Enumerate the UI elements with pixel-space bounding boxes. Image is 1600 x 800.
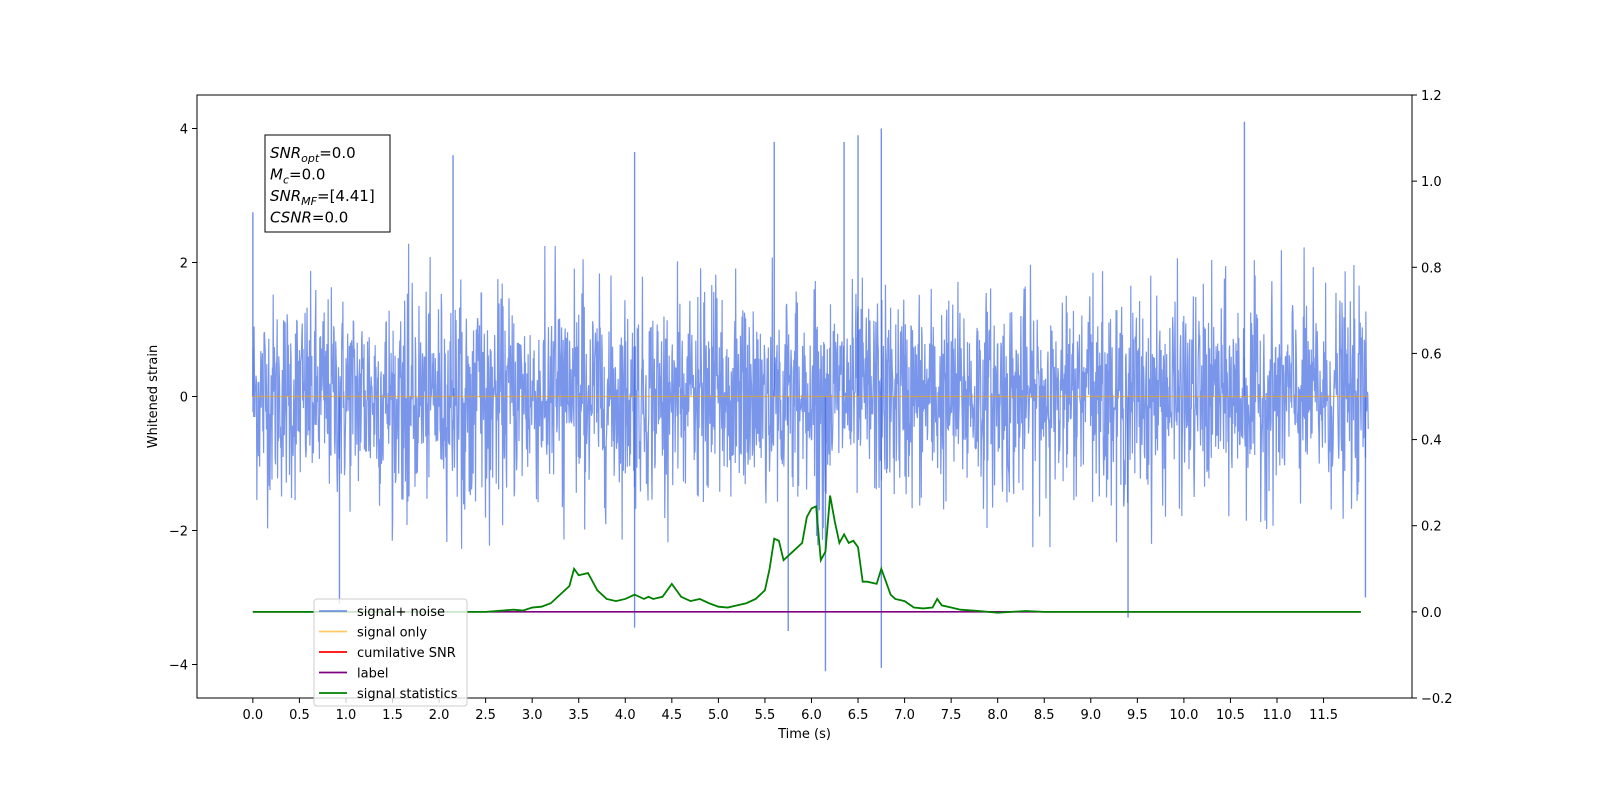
x-tick-label: 4.5 [661, 708, 682, 723]
x-tick-label: 5.0 [708, 708, 729, 723]
x-tick-label: 9.5 [1127, 708, 1148, 723]
legend-entry: signal statistics [357, 687, 458, 702]
x-tick-label: 11.0 [1263, 708, 1292, 723]
annotation-line: SNRMF=[4.41] [270, 187, 375, 208]
x-tick-label: 0.5 [289, 708, 310, 723]
y-axis-label: Whitened strain [146, 345, 161, 448]
x-tick-label: 11.5 [1309, 708, 1338, 723]
y-left-tick-label: 4 [180, 123, 188, 138]
annotation-line: SNRopt=0.0 [270, 144, 356, 165]
x-tick-label: 1.0 [336, 708, 357, 723]
y-right-tick-label: 1.0 [1421, 175, 1442, 190]
legend-entry: signal+ noise [357, 605, 445, 620]
legend: signal+ noise signal only cumilative SNR la… [313, 598, 468, 707]
x-tick-label: 7.5 [941, 708, 962, 723]
legend-frame [313, 598, 468, 707]
x-tick-label: 3.5 [568, 708, 589, 723]
series-signal-statistics [252, 495, 1361, 614]
x-axis-label: Time (s) [777, 727, 831, 742]
legend-entry: cumilative SNR [357, 646, 456, 661]
y-left-tick-label: 2 [180, 257, 188, 272]
x-tick-label: 2.0 [429, 708, 450, 723]
legend-entry: label [357, 667, 388, 682]
annotation-box-frame [264, 134, 391, 233]
x-tick-label: 6.0 [801, 708, 822, 723]
y-right-tick-label: 0.2 [1421, 520, 1442, 535]
x-tick-label: 6.5 [848, 708, 869, 723]
y-left-tick-label: −2 [169, 525, 188, 540]
x-tick-label: 1.5 [382, 708, 403, 723]
y-right-tick-label: 0.4 [1421, 434, 1442, 449]
y-right-tick-label: 0.6 [1421, 347, 1442, 362]
axes: 0.0 0.5 1.0 1.5 2.0 2.5 3.0 3.5 4.0 4.5 5.0 5.5 6.0 6… [169, 89, 1453, 723]
x-tick-label: 8.0 [987, 708, 1008, 723]
x-tick-label: 5.5 [755, 708, 776, 723]
series-signal-noise [252, 243, 1369, 549]
x-tick-label: 4.0 [615, 708, 636, 723]
x-tick-label: 10.0 [1169, 708, 1198, 723]
legend-entry: signal only [357, 626, 427, 641]
x-tick-label: 0.0 [243, 708, 264, 723]
y-right-tick-label: −0.2 [1421, 692, 1453, 707]
y-right-tick-label: 1.2 [1421, 89, 1442, 104]
y-right-tick-label: 0.0 [1421, 606, 1442, 621]
x-tick-label: 3.0 [522, 708, 543, 723]
x-tick-label: 9.0 [1080, 708, 1101, 723]
y-left-tick-label: 0 [180, 391, 188, 406]
x-tick-label: 7.0 [894, 708, 915, 723]
y-left-tick-label: −4 [169, 659, 188, 674]
annotation-line: Mc=0.0 [270, 166, 325, 187]
y-right-tick-label: 0.8 [1421, 261, 1442, 276]
x-tick-label: 10.5 [1216, 708, 1245, 723]
x-tick-label: 8.5 [1034, 708, 1055, 723]
annotation-line: CSNR=0.0 [270, 209, 348, 227]
x-tick-label: 2.5 [475, 708, 496, 723]
